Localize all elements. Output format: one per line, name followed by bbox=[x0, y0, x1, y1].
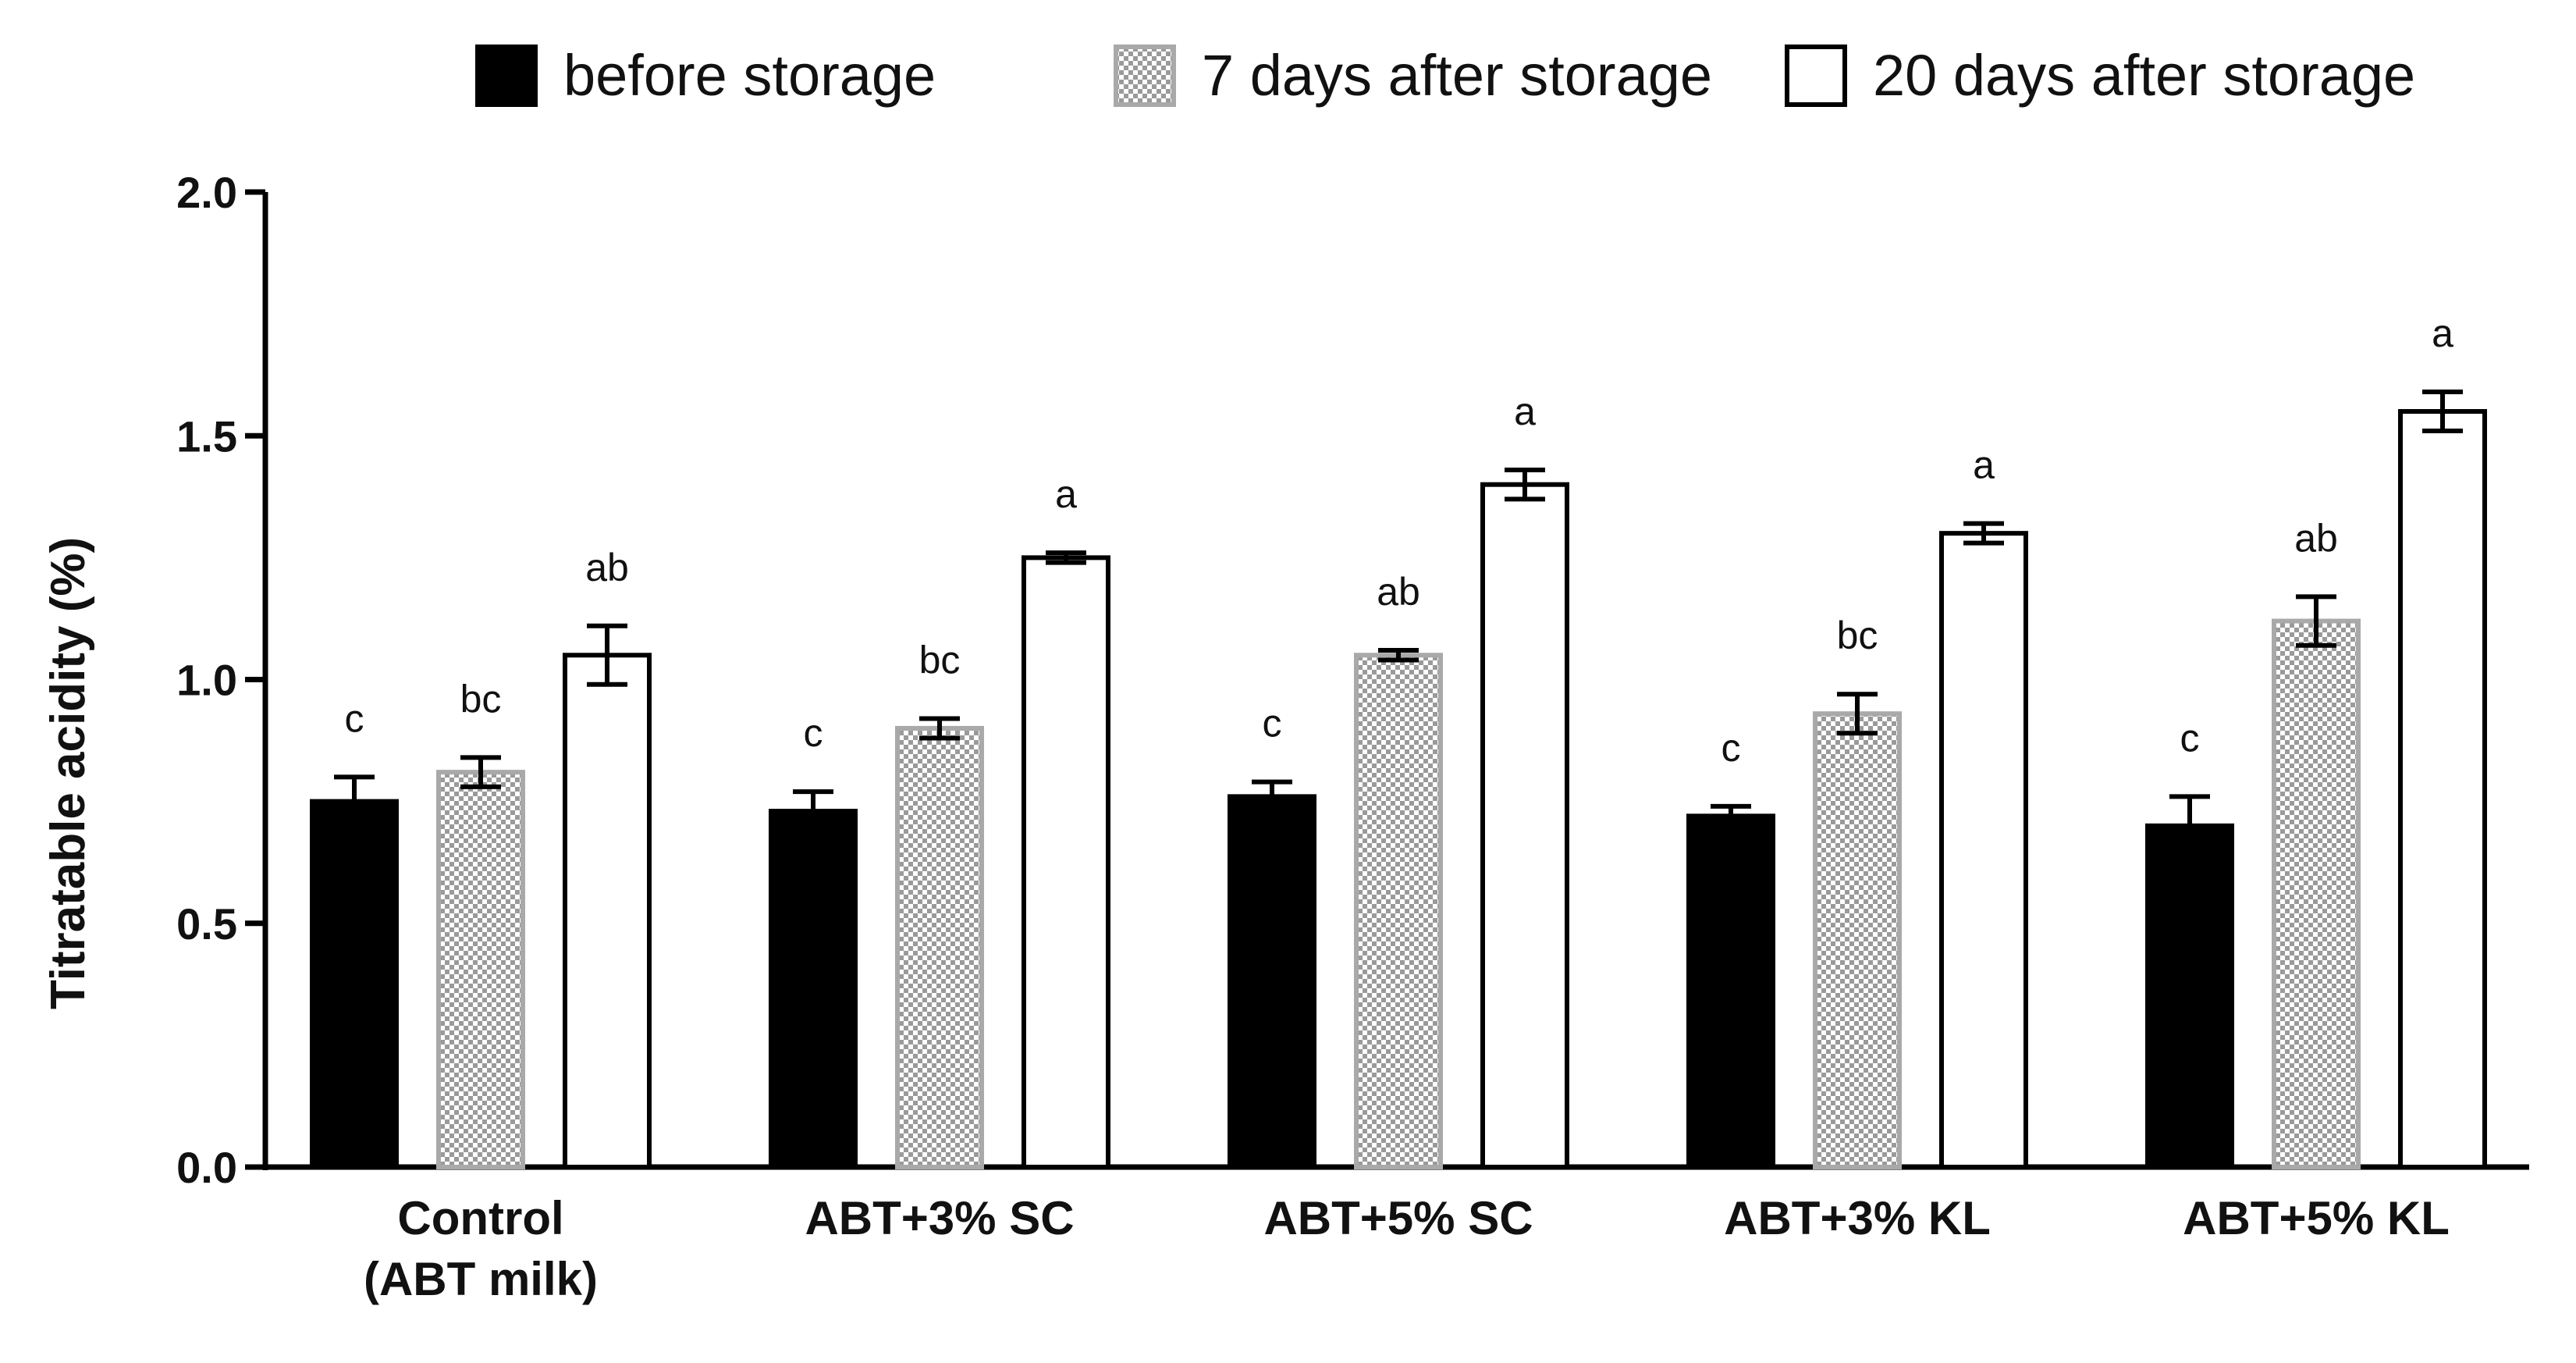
bar bbox=[895, 725, 984, 1169]
significance-letter: c bbox=[2180, 716, 2200, 760]
legend: before storage 7 days after storage 20 day… bbox=[475, 43, 2415, 108]
legend-swatch bbox=[1114, 44, 1176, 107]
bar bbox=[769, 809, 858, 1169]
bar bbox=[1022, 555, 1110, 1169]
y-tick-label: 2.0 bbox=[176, 168, 237, 217]
x-category-label: ABT+3% SC bbox=[805, 1192, 1074, 1244]
bar bbox=[1813, 711, 1902, 1169]
significance-letter: bc bbox=[460, 677, 502, 721]
significance-letter: bc bbox=[919, 638, 961, 682]
y-tick-label: 1.0 bbox=[176, 656, 237, 705]
y-axis-title: Titratable acidity (%) bbox=[41, 537, 95, 1009]
legend-label: before storage bbox=[563, 43, 936, 108]
bars-group bbox=[310, 390, 2487, 1170]
bar bbox=[2145, 823, 2234, 1169]
significance-letter: c bbox=[345, 696, 364, 740]
significance-letter: ab bbox=[2294, 516, 2338, 560]
bar bbox=[1228, 794, 1316, 1169]
y-tick-label: 0.5 bbox=[176, 899, 237, 948]
significance-letter: ab bbox=[1377, 570, 1420, 614]
bar bbox=[1354, 653, 1443, 1169]
bar bbox=[310, 799, 399, 1169]
significance-letter: bc bbox=[1837, 614, 1878, 657]
bar bbox=[563, 653, 652, 1169]
significance-letter: a bbox=[1514, 390, 1536, 433]
legend-label: 20 days after storage bbox=[1873, 43, 2415, 108]
bar bbox=[1480, 482, 1569, 1169]
significance-letter: c bbox=[1263, 702, 1282, 746]
significance-letter: a bbox=[1055, 472, 1077, 516]
significance-letter: c bbox=[1721, 726, 1741, 770]
x-category-label: Control bbox=[397, 1192, 563, 1244]
legend-swatch bbox=[1785, 44, 1847, 107]
labels-group: c bc ab Control (ABT milk) c bc a ABT+3% SC c ab a A… bbox=[345, 311, 2454, 1305]
significance-letter: a bbox=[1973, 443, 1995, 487]
legend-label: 7 days after storage bbox=[1202, 43, 1712, 108]
bar bbox=[1686, 813, 1775, 1169]
y-tick-label: 1.5 bbox=[176, 411, 237, 461]
x-category-label: ABT+5% KL bbox=[2183, 1192, 2450, 1244]
bar bbox=[436, 770, 525, 1170]
bar bbox=[1939, 531, 2028, 1169]
significance-letter: a bbox=[2432, 311, 2453, 355]
y-tick-label: 0.0 bbox=[176, 1143, 237, 1192]
x-category-label: ABT+3% KL bbox=[1724, 1192, 1991, 1244]
x-category-label: (ABT milk) bbox=[364, 1253, 598, 1305]
bar bbox=[2398, 409, 2487, 1169]
legend-swatch bbox=[475, 44, 538, 107]
significance-letter: c bbox=[804, 711, 823, 755]
bar bbox=[2272, 618, 2361, 1169]
significance-letter: ab bbox=[585, 546, 629, 589]
x-category-label: ABT+5% SC bbox=[1263, 1192, 1533, 1244]
